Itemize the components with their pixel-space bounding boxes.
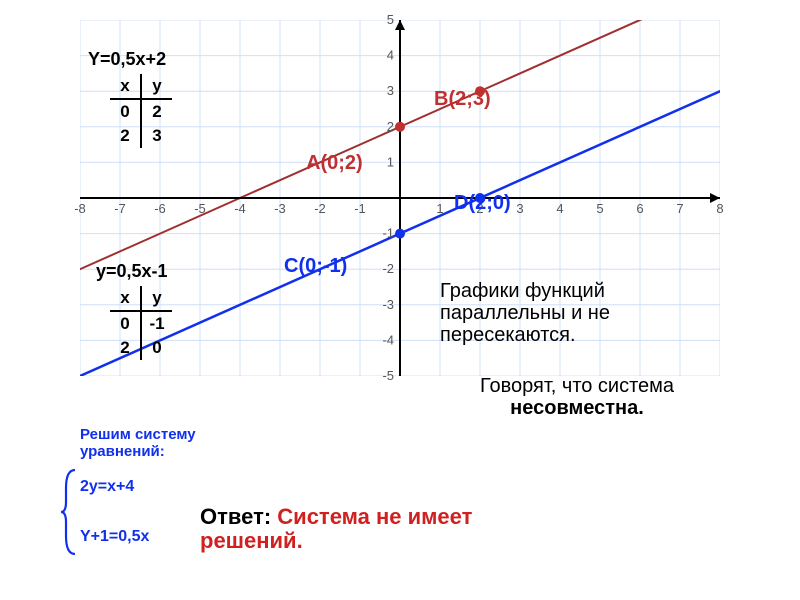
point-label-a: A(0;2) [306,152,362,174]
svg-text:6: 6 [636,201,643,216]
point-label-d: D(2;0) [454,192,510,214]
answer-prefix: Ответ: [200,504,277,529]
svg-text:3: 3 [387,83,394,98]
svg-text:5: 5 [596,201,603,216]
value-table-2: x y 0 -1 2 0 [110,286,172,360]
svg-text:4: 4 [556,201,563,216]
equation-1-title: Y=0,5x+2 [88,50,166,70]
value-table-1: x y 0 2 2 3 [110,74,172,148]
svg-text:4: 4 [387,48,394,63]
explanation-2: Говорят, что система несовместна. [432,375,722,419]
table-cell: 0 [110,100,142,124]
answer-line: Ответ: Система не имеет решений. [200,505,580,553]
svg-text:-4: -4 [234,201,246,216]
brace-icon [60,468,80,556]
svg-text:-6: -6 [154,201,166,216]
svg-text:-2: -2 [314,201,326,216]
svg-text:-4: -4 [382,332,394,347]
svg-text:3: 3 [516,201,523,216]
svg-text:-2: -2 [382,261,394,276]
equation-2-title: y=0,5x-1 [96,262,168,282]
svg-text:-8: -8 [74,201,86,216]
svg-text:-1: -1 [354,201,366,216]
point-label-b: B(2;3) [434,88,490,110]
table-col: x [110,286,142,312]
point-label-c: C(0;-1) [284,255,340,277]
system-eq-1: 2y=x+4 [80,478,134,496]
table-cell: 0 [110,312,142,336]
svg-text:1: 1 [436,201,443,216]
table-cell: -1 [142,312,172,336]
svg-text:5: 5 [387,12,394,27]
table-cell: 2 [110,124,142,148]
table-cell: 3 [142,124,172,148]
svg-text:8: 8 [716,201,723,216]
svg-text:1: 1 [387,154,394,169]
svg-text:-3: -3 [274,201,286,216]
explanation-1: Графики функций параллельны и не пересек… [440,280,720,346]
svg-text:-7: -7 [114,201,126,216]
svg-text:7: 7 [676,201,683,216]
svg-text:-1: -1 [382,226,394,241]
solve-label: Решим систему уравнений: [80,427,230,460]
explanation-2b: несовместна. [510,397,644,419]
table-col: x [110,74,142,100]
explanation-2a: Говорят, что система [480,375,674,397]
table-col: y [142,74,172,100]
table-col: y [142,286,172,312]
table-cell: 0 [142,336,172,360]
svg-text:-3: -3 [382,297,394,312]
table-cell: 2 [142,100,172,124]
table-cell: 2 [110,336,142,360]
svg-text:-5: -5 [382,368,394,383]
svg-text:-5: -5 [194,201,206,216]
system-eq-2: Y+1=0,5x [80,528,149,546]
svg-text:2: 2 [387,119,394,134]
